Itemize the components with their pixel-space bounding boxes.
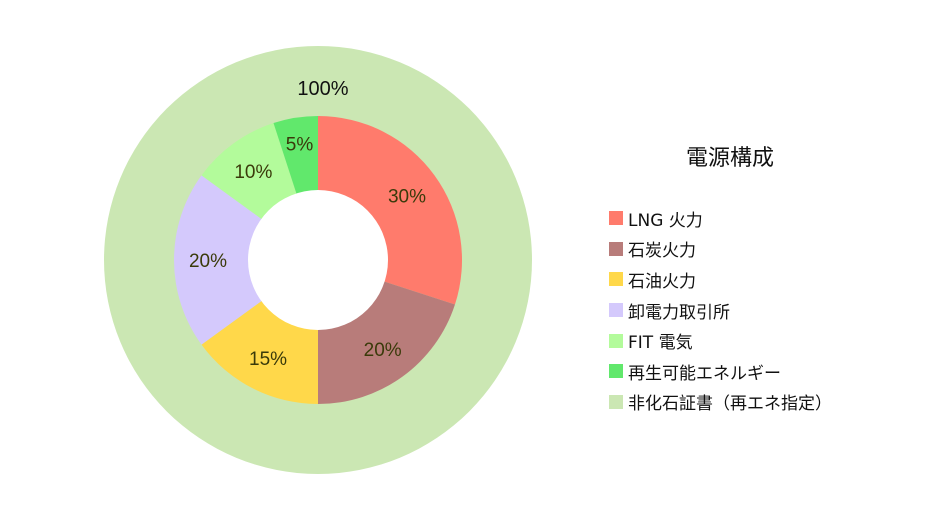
legend-label: 石炭火力 xyxy=(628,241,696,262)
outer-ring-label: 100% xyxy=(297,78,348,100)
inner-ring-labels: 30% 20% 15% 20% 10% 5% xyxy=(189,134,426,370)
legend-item-coal: 石炭火力 xyxy=(609,234,832,265)
slice-label: 15% xyxy=(249,349,287,370)
legend-label: 石油火力 xyxy=(628,271,696,292)
slice-label: 30% xyxy=(388,186,426,207)
inner-slice xyxy=(174,175,318,345)
legend: LNG 火力 石炭火力 石油火力 卸電力取引所 FIT 電気 再生可能エネルギー… xyxy=(609,203,832,417)
legend-label: LNG 火力 xyxy=(628,210,703,231)
legend-swatch xyxy=(609,333,623,348)
slice-label: 10% xyxy=(234,162,272,183)
legend-swatch xyxy=(609,394,623,409)
legend-swatch xyxy=(609,303,623,318)
chart-title: 電源構成 xyxy=(686,146,775,171)
slice-label: 20% xyxy=(189,251,227,272)
legend-swatch xyxy=(609,364,623,379)
legend-item-non-fossil-certificate: 非化石証書（再エネ指定） xyxy=(609,387,832,418)
legend-label: FIT 電気 xyxy=(628,333,693,354)
legend-swatch xyxy=(609,272,623,287)
legend-label: 非化石証書（再エネ指定） xyxy=(628,394,832,415)
slice-label: 20% xyxy=(364,340,402,361)
legend-item-wholesale-exchange: 卸電力取引所 xyxy=(609,295,832,326)
legend-item-fit: FIT 電気 xyxy=(609,325,832,356)
donut-hole xyxy=(248,190,388,330)
legend-item-oil: 石油火力 xyxy=(609,264,832,295)
slice-label: 5% xyxy=(286,134,314,155)
legend-label: 卸電力取引所 xyxy=(628,302,730,323)
legend-item-lng: LNG 火力 xyxy=(609,203,832,234)
legend-label: 再生可能エネルギー xyxy=(628,363,781,384)
legend-swatch xyxy=(609,241,623,256)
legend-item-renewable: 再生可能エネルギー xyxy=(609,356,832,387)
legend-swatch xyxy=(609,211,623,226)
